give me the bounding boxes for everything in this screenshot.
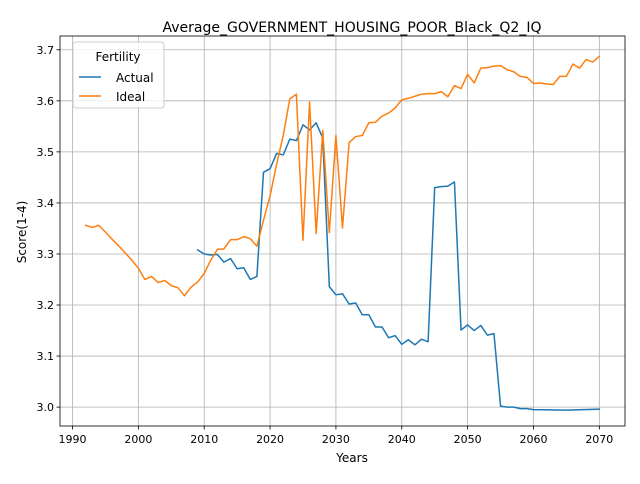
legend-label-actual: Actual <box>116 71 154 85</box>
y-tick-label: 3.7 <box>37 44 55 57</box>
y-tick-label: 3.0 <box>37 401 55 414</box>
x-tick-label: 2060 <box>519 433 547 446</box>
legend-title: Fertility <box>95 50 140 64</box>
series-lines <box>84 55 601 411</box>
x-tick-label: 2050 <box>454 433 482 446</box>
legend-box <box>72 41 165 109</box>
x-axis-label: Years <box>335 451 368 465</box>
y-tick-label: 3.3 <box>37 248 55 261</box>
y-tick-label: 3.1 <box>37 350 55 363</box>
y-tick-label: 3.2 <box>37 299 55 312</box>
y-tick-label: 3.5 <box>37 146 55 159</box>
x-tick-label: 2030 <box>322 433 350 446</box>
y-tick-label: 3.6 <box>37 95 55 108</box>
legend: Fertility Actual Ideal <box>72 41 165 109</box>
chart-title: Average_GOVERNMENT_HOUSING_POOR_Black_Q2… <box>163 20 542 36</box>
series-line-actual <box>196 122 601 411</box>
y-axis-ticks: 3.0 3.1 3.2 3.3 3.4 3.5 3.6 3.7 <box>37 44 60 414</box>
y-axis-label: Score(1-4) <box>15 201 29 264</box>
x-tick-label: 1990 <box>59 433 87 446</box>
x-tick-label: 2020 <box>256 433 284 446</box>
y-tick-label: 3.4 <box>37 197 55 210</box>
x-axis-ticks: 1990 2000 2010 2020 2030 2040 2050 2060 2070 <box>59 426 613 446</box>
plot-frame <box>59 35 626 427</box>
series-line-ideal <box>84 55 601 297</box>
x-tick-label: 2040 <box>388 433 416 446</box>
x-tick-label: 2010 <box>190 433 218 446</box>
x-tick-label: 2000 <box>124 433 152 446</box>
legend-label-ideal: Ideal <box>116 90 145 104</box>
x-tick-label: 2070 <box>585 433 613 446</box>
